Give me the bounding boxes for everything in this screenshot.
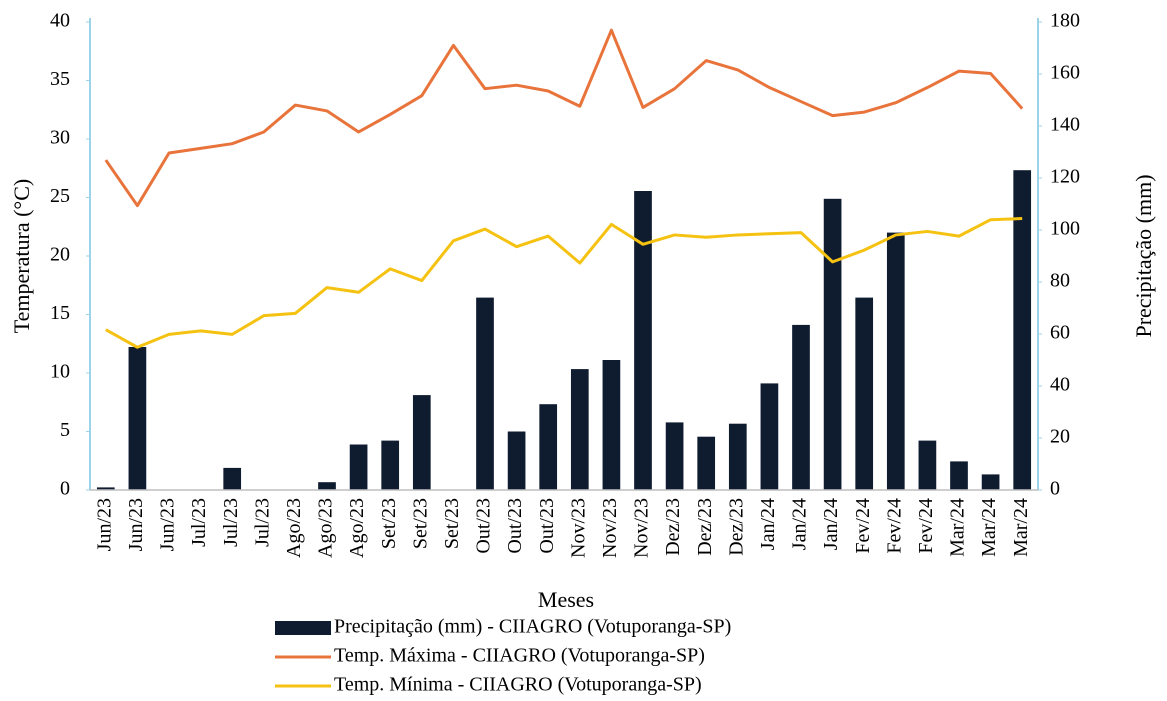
y-tick-label: 20 bbox=[50, 244, 70, 266]
legend-label: Temp. Mínima - CIIAGRO (Votuporanga-SP) bbox=[334, 674, 702, 696]
bar bbox=[412, 395, 431, 490]
y-tick-label: 35 bbox=[50, 68, 70, 90]
x-tick-label: Out/23 bbox=[473, 498, 495, 554]
bar bbox=[318, 482, 336, 490]
x-tick-label: Mar/24 bbox=[978, 498, 1000, 557]
bar bbox=[507, 431, 526, 490]
bar bbox=[728, 423, 747, 490]
bar bbox=[381, 440, 400, 490]
y2-tick-label: 60 bbox=[1050, 322, 1070, 344]
x-tick-label: Jan/24 bbox=[820, 498, 842, 550]
x-tick-label: Set/23 bbox=[441, 498, 463, 549]
y2-tick-label: 20 bbox=[1050, 426, 1070, 448]
y-tick-label: 5 bbox=[60, 419, 70, 441]
x-tick-label: Jun/23 bbox=[157, 498, 179, 551]
x-tick-label: Mar/24 bbox=[1010, 498, 1032, 557]
bar bbox=[760, 383, 779, 490]
x-tick-label: Out/23 bbox=[536, 498, 558, 554]
y2-tick-label: 160 bbox=[1050, 62, 1080, 84]
bar bbox=[792, 324, 810, 490]
x-tick-label: Ago/23 bbox=[346, 498, 368, 558]
x-tick-label: Out/23 bbox=[504, 498, 526, 554]
x-tick-label: Fev/24 bbox=[915, 498, 937, 554]
y-axis-title: Temperatura (°C) bbox=[9, 179, 34, 333]
x-tick-label: Nov/23 bbox=[567, 498, 589, 558]
y2-tick-label: 80 bbox=[1050, 270, 1070, 292]
bar bbox=[634, 191, 652, 490]
bar bbox=[476, 297, 494, 490]
bar bbox=[349, 444, 368, 490]
x-tick-label: Fev/24 bbox=[852, 498, 874, 554]
x-tick-label: Jul/23 bbox=[251, 498, 273, 547]
bar bbox=[1013, 170, 1032, 490]
bar bbox=[855, 297, 874, 490]
x-tick-label: Jan/24 bbox=[789, 498, 811, 550]
y2-tick-label: 120 bbox=[1050, 166, 1080, 188]
legend-swatch bbox=[275, 621, 331, 635]
y2-tick-label: 140 bbox=[1050, 114, 1080, 136]
y-tick-label: 25 bbox=[50, 185, 70, 207]
y-tick-label: 40 bbox=[50, 10, 70, 32]
x-axis-title: Meses bbox=[538, 587, 594, 612]
y-tick-label: 0 bbox=[60, 478, 70, 500]
x-tick-label: Jun/23 bbox=[125, 498, 147, 551]
y2-tick-label: 100 bbox=[1050, 218, 1080, 240]
bar bbox=[96, 487, 115, 490]
bar bbox=[918, 440, 937, 490]
bar bbox=[981, 474, 1000, 490]
x-tick-label: Jul/23 bbox=[220, 498, 242, 547]
bar bbox=[570, 369, 589, 490]
x-tick-label: Set/23 bbox=[409, 498, 431, 549]
x-tick-label: Dez/23 bbox=[694, 498, 716, 556]
bar bbox=[128, 347, 147, 490]
bar bbox=[697, 436, 716, 490]
legend-label: Precipitação (mm) - CIIAGRO (Votuporanga… bbox=[334, 616, 731, 638]
x-tick-label: Nov/23 bbox=[631, 498, 653, 558]
line bbox=[104, 28, 1024, 208]
bar bbox=[950, 461, 968, 490]
y-tick-label: 15 bbox=[50, 302, 70, 324]
line bbox=[105, 217, 1023, 349]
x-tick-label: Nov/23 bbox=[599, 498, 621, 558]
x-tick-label: Ago/23 bbox=[315, 498, 337, 558]
bar bbox=[539, 404, 558, 490]
y2-tick-label: 180 bbox=[1050, 10, 1080, 32]
legend-label: Temp. Máxima - CIIAGRO (Votuporanga-SP) bbox=[334, 645, 705, 667]
y-tick-label: 10 bbox=[50, 361, 70, 383]
y-tick-label: 30 bbox=[50, 127, 70, 149]
x-tick-label: Jul/23 bbox=[188, 498, 210, 547]
x-tick-label: Fev/24 bbox=[883, 498, 905, 554]
y2-axis-title: Precipitação (mm) bbox=[1131, 174, 1156, 337]
bar bbox=[602, 360, 621, 490]
y2-tick-label: 40 bbox=[1050, 374, 1070, 396]
y2-tick-label: 0 bbox=[1050, 478, 1060, 500]
bar bbox=[665, 422, 684, 490]
x-tick-label: Mar/24 bbox=[947, 498, 969, 557]
x-tick-label: Ago/23 bbox=[283, 498, 305, 558]
x-tick-label: Jan/24 bbox=[757, 498, 779, 550]
x-tick-label: Set/23 bbox=[378, 498, 400, 549]
x-tick-label: Dez/23 bbox=[662, 498, 684, 556]
x-tick-label: Dez/23 bbox=[725, 498, 747, 556]
bar bbox=[223, 467, 242, 490]
x-tick-label: Jun/23 bbox=[93, 498, 115, 551]
bar bbox=[886, 232, 905, 490]
bar bbox=[823, 198, 842, 491]
